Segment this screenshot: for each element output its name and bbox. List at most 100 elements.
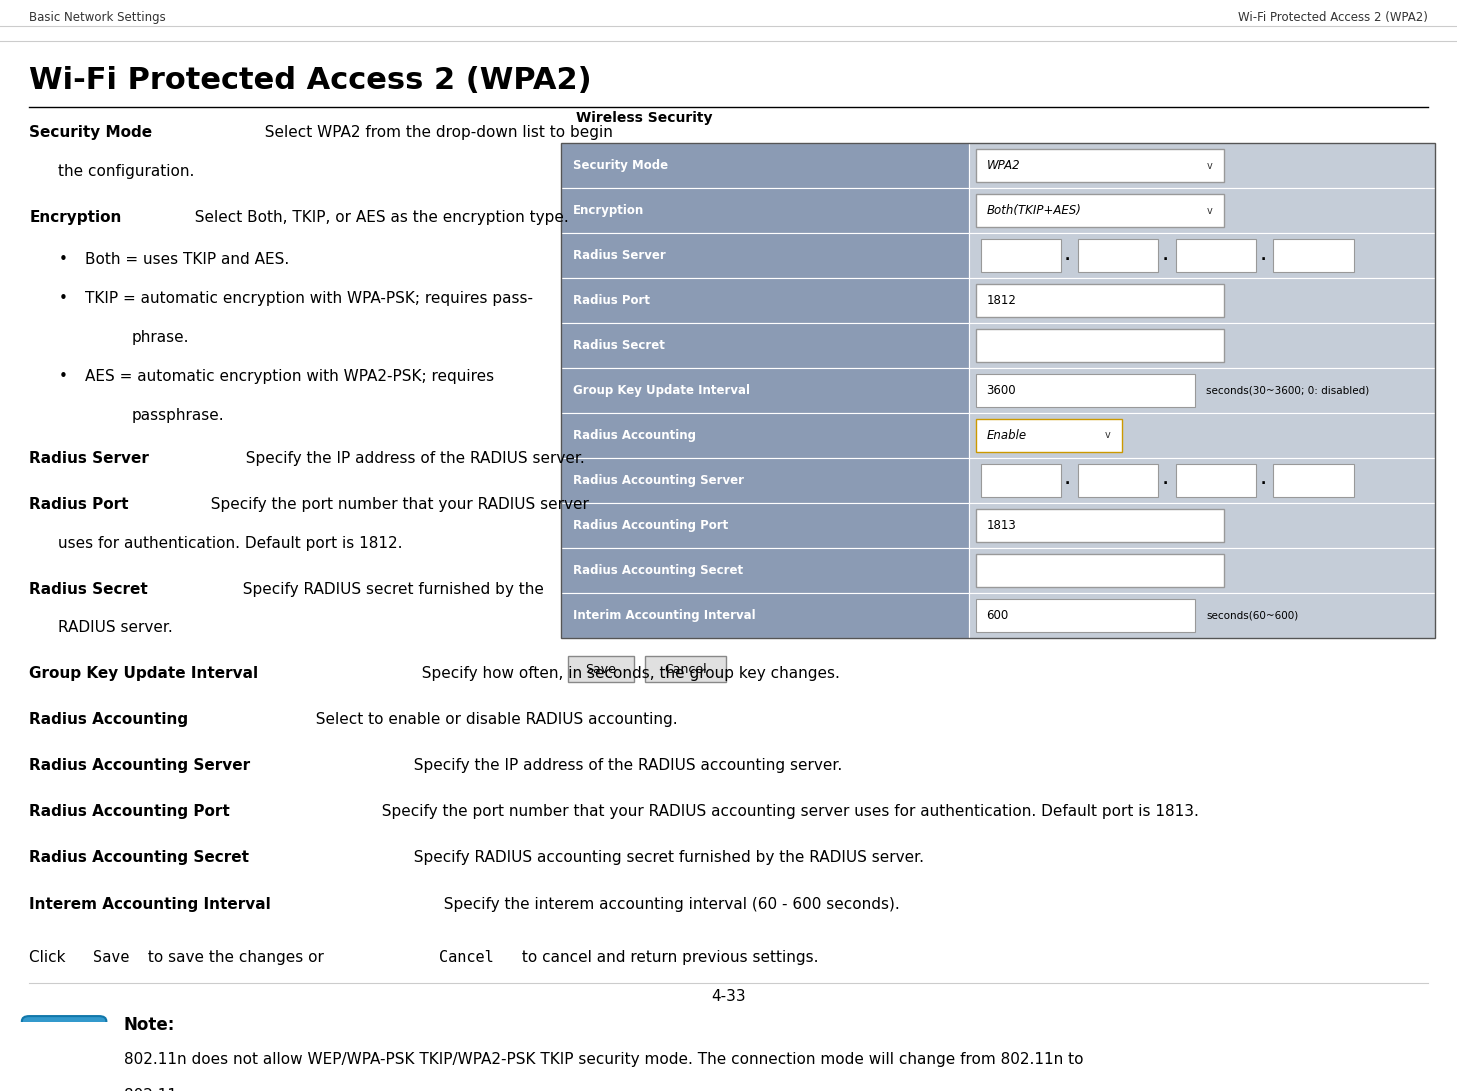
Bar <box>976 284 1224 317</box>
FancyBboxPatch shape <box>969 143 1435 188</box>
Text: Radius Accounting Server: Radius Accounting Server <box>29 758 251 774</box>
Bar <box>568 657 634 682</box>
Text: phrase.: phrase. <box>131 331 188 345</box>
Text: to cancel and return previous settings.: to cancel and return previous settings. <box>517 949 819 964</box>
Text: Radius Accounting Port: Radius Accounting Port <box>573 519 728 532</box>
FancyBboxPatch shape <box>969 233 1435 278</box>
Text: •: • <box>58 291 67 307</box>
Text: •: • <box>58 369 67 384</box>
FancyBboxPatch shape <box>969 548 1435 592</box>
Text: v: v <box>1206 160 1212 170</box>
Text: Security Mode: Security Mode <box>573 159 667 172</box>
Text: Group Key Update Interval: Group Key Update Interval <box>573 384 749 397</box>
FancyBboxPatch shape <box>969 188 1435 233</box>
Bar <box>645 657 726 682</box>
Text: Security Mode: Security Mode <box>29 124 153 140</box>
FancyBboxPatch shape <box>969 413 1435 458</box>
Text: ✎: ✎ <box>54 1043 74 1067</box>
Text: Specify the IP address of the RADIUS accounting server.: Specify the IP address of the RADIUS acc… <box>404 758 842 774</box>
Text: Save: Save <box>586 662 616 675</box>
FancyBboxPatch shape <box>969 278 1435 323</box>
FancyBboxPatch shape <box>561 458 969 503</box>
FancyBboxPatch shape <box>969 368 1435 413</box>
Bar <box>976 508 1224 542</box>
FancyBboxPatch shape <box>561 592 969 638</box>
Text: RADIUS server.: RADIUS server. <box>58 621 173 635</box>
Text: Save: Save <box>93 949 130 964</box>
FancyBboxPatch shape <box>969 503 1435 548</box>
Text: Wi-Fi Protected Access 2 (WPA2): Wi-Fi Protected Access 2 (WPA2) <box>29 67 592 95</box>
FancyBboxPatch shape <box>969 458 1435 503</box>
Bar <box>1273 239 1354 273</box>
Text: uses for authentication. Default port is 1812.: uses for authentication. Default port is… <box>58 536 402 551</box>
Text: Radius Accounting: Radius Accounting <box>29 712 188 728</box>
FancyBboxPatch shape <box>22 1016 106 1091</box>
Text: .: . <box>1065 473 1071 488</box>
Bar <box>976 373 1195 407</box>
Text: Wi-Fi Protected Access 2 (WPA2): Wi-Fi Protected Access 2 (WPA2) <box>1238 11 1428 24</box>
Text: 600: 600 <box>986 609 1008 622</box>
FancyBboxPatch shape <box>561 503 969 548</box>
FancyBboxPatch shape <box>561 233 969 278</box>
Text: Both = uses TKIP and AES.: Both = uses TKIP and AES. <box>85 252 288 267</box>
Text: Cancel: Cancel <box>664 662 707 675</box>
Text: Group Key Update Interval: Group Key Update Interval <box>29 667 258 682</box>
Text: Radius Server: Radius Server <box>573 249 666 262</box>
Text: .: . <box>1163 249 1169 263</box>
Text: Note:: Note: <box>124 1016 175 1034</box>
Text: Radius Accounting Secret: Radius Accounting Secret <box>573 564 743 577</box>
Text: Specify RADIUS accounting secret furnished by the RADIUS server.: Specify RADIUS accounting secret furnish… <box>404 851 924 865</box>
Text: Click: Click <box>29 949 70 964</box>
Text: 802.11n does not allow WEP/WPA-PSK TKIP/WPA2-PSK TKIP security mode. The connect: 802.11n does not allow WEP/WPA-PSK TKIP/… <box>124 1052 1084 1067</box>
Bar <box>1176 239 1256 273</box>
Text: TKIP = automatic encryption with WPA-PSK; requires pass-: TKIP = automatic encryption with WPA-PSK… <box>85 291 532 307</box>
Bar <box>976 553 1224 587</box>
Bar <box>561 143 1435 638</box>
Text: Encryption: Encryption <box>29 209 121 225</box>
Text: .: . <box>1260 249 1266 263</box>
Bar <box>1273 464 1354 497</box>
Text: Specify the port number that your RADIUS accounting server uses for authenticati: Specify the port number that your RADIUS… <box>372 804 1199 819</box>
Text: v: v <box>1206 205 1212 216</box>
Text: .: . <box>1260 473 1266 488</box>
Text: •: • <box>58 252 67 267</box>
Text: seconds(60~600): seconds(60~600) <box>1206 610 1298 621</box>
Text: Wireless Security: Wireless Security <box>576 110 712 124</box>
FancyBboxPatch shape <box>969 323 1435 368</box>
Text: to save the changes or: to save the changes or <box>143 949 328 964</box>
Text: Specify the interem accounting interval (60 - 600 seconds).: Specify the interem accounting interval … <box>434 897 900 911</box>
FancyBboxPatch shape <box>561 368 969 413</box>
Text: Radius Server: Radius Server <box>29 451 149 466</box>
Text: Select Both, TKIP, or AES as the encryption type.: Select Both, TKIP, or AES as the encrypt… <box>185 209 568 225</box>
Text: 1812: 1812 <box>986 295 1017 307</box>
Bar <box>976 194 1224 227</box>
Text: Cancel: Cancel <box>439 949 494 964</box>
Bar <box>976 419 1122 453</box>
FancyBboxPatch shape <box>561 413 969 458</box>
Text: WPA2: WPA2 <box>986 159 1020 172</box>
Text: v: v <box>1104 431 1110 441</box>
Text: 1813: 1813 <box>986 519 1016 532</box>
Text: the configuration.: the configuration. <box>58 164 195 179</box>
Text: Interim Accounting Interval: Interim Accounting Interval <box>573 609 755 622</box>
Bar <box>1078 464 1158 497</box>
Text: .: . <box>1163 473 1169 488</box>
FancyBboxPatch shape <box>561 323 969 368</box>
Text: Select to enable or disable RADIUS accounting.: Select to enable or disable RADIUS accou… <box>306 712 678 728</box>
Text: .: . <box>1065 249 1071 263</box>
Text: Radius Secret: Radius Secret <box>29 582 149 597</box>
Bar <box>976 148 1224 182</box>
Bar <box>976 599 1195 633</box>
Bar <box>1078 239 1158 273</box>
Text: Specify RADIUS secret furnished by the: Specify RADIUS secret furnished by the <box>233 582 543 597</box>
Text: Radius Accounting Secret: Radius Accounting Secret <box>29 851 249 865</box>
Bar <box>981 239 1061 273</box>
Text: Select WPA2 from the drop-down list to begin: Select WPA2 from the drop-down list to b… <box>255 124 613 140</box>
Text: Interem Accounting Interval: Interem Accounting Interval <box>29 897 271 911</box>
Text: Specify the IP address of the RADIUS server.: Specify the IP address of the RADIUS ser… <box>236 451 584 466</box>
Text: Specify how often, in seconds, the group key changes.: Specify how often, in seconds, the group… <box>412 667 841 682</box>
Text: Specify the port number that your RADIUS server: Specify the port number that your RADIUS… <box>201 496 589 512</box>
Text: Basic Network Settings: Basic Network Settings <box>29 11 166 24</box>
Text: Radius Secret: Radius Secret <box>573 339 664 352</box>
Text: Encryption: Encryption <box>573 204 644 217</box>
